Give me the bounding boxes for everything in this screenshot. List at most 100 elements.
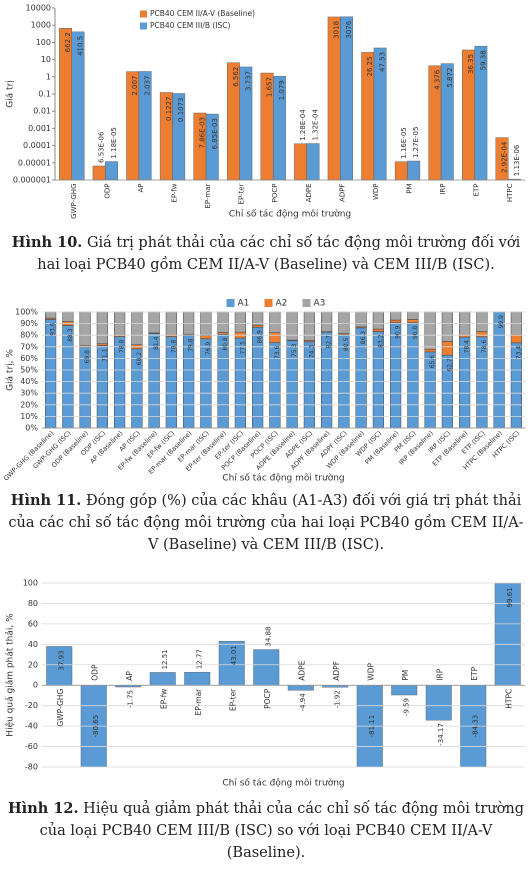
legend-swatch	[302, 299, 311, 307]
bar	[269, 332, 281, 343]
bar	[217, 311, 229, 333]
x-tick-label: ETP	[473, 184, 481, 197]
value-label: 410.5	[76, 36, 84, 56]
value-label: 73.4	[515, 346, 522, 360]
bar	[184, 671, 211, 686]
y-tick-label: 40%	[20, 377, 38, 386]
bar	[252, 311, 264, 326]
bar	[62, 311, 74, 322]
value-label: 1.28E-04	[299, 109, 307, 141]
y-tick-label: 0%	[25, 424, 38, 433]
bar	[355, 311, 367, 328]
y-tick-label: -60	[25, 742, 38, 751]
bar	[218, 641, 245, 686]
legend-label: A2	[276, 299, 288, 309]
y-tick-label: 20%	[20, 400, 38, 409]
bar	[149, 672, 176, 686]
x-tick-label: WDP	[372, 184, 380, 201]
value-label: -1.75	[127, 690, 135, 708]
bar	[294, 143, 307, 181]
value-label: 43.01	[230, 645, 238, 665]
bar	[407, 160, 421, 181]
y-tick-label: 0.0001	[23, 141, 51, 150]
bar	[45, 311, 57, 319]
y-tick-label: 20	[28, 660, 38, 669]
x-tick-label: WDP	[367, 663, 376, 681]
bar	[425, 685, 452, 721]
legend-swatch	[140, 10, 147, 18]
caption: Hình 11. Đóng góp (%) của các khâu (A1-A…	[6, 490, 526, 556]
value-label: 34.88	[265, 627, 273, 647]
bar	[510, 334, 522, 344]
x-axis-title: Chỉ số tác động môi trường	[222, 473, 344, 484]
bar	[253, 649, 280, 686]
value-label: 47.53	[379, 52, 387, 72]
y-tick-label: 80%	[20, 331, 38, 340]
y-tick-label: 50%	[20, 366, 38, 375]
value-label: 4.376	[433, 69, 441, 90]
bar	[394, 161, 408, 181]
bar	[217, 332, 229, 335]
y-tick-label: 10	[41, 55, 51, 64]
x-tick-label: GWP-GHG	[70, 184, 78, 219]
plot-area	[46, 583, 521, 767]
value-label: -81.11	[368, 715, 376, 738]
caption-label: Hình 10.	[11, 234, 83, 251]
value-label: 12.51	[161, 649, 169, 669]
chart: 0% 10% 20% 30% 40% 50% 60% 70% 80% 90% 100% 93.6 88.…	[2, 299, 525, 484]
value-label: 1.27E-05	[412, 127, 420, 158]
bar	[372, 311, 384, 330]
bar	[105, 161, 118, 181]
x-tick-label: GWP-GHG	[56, 689, 65, 727]
bar	[96, 343, 108, 346]
x-tick-label: ADPF	[338, 184, 346, 202]
y-tick-label: 90%	[20, 319, 38, 328]
value-label: 78.4	[464, 340, 471, 354]
bar	[46, 646, 73, 686]
value-label: 1.13E-06	[513, 144, 521, 176]
bar	[327, 16, 341, 181]
y-tick-label: 60	[28, 619, 38, 628]
value-label: 62.7	[446, 358, 453, 372]
value-label: 86.9	[257, 330, 264, 344]
value-label: 0.1073	[177, 97, 185, 122]
bar	[390, 311, 402, 321]
bar	[407, 319, 419, 323]
legend-swatch	[140, 22, 147, 30]
bar	[183, 311, 195, 335]
y-tick-label: 0.000001	[13, 176, 51, 185]
bar	[131, 311, 143, 345]
y-tick-label: 100	[23, 579, 38, 588]
value-label: 3.737	[244, 71, 252, 91]
bar	[494, 583, 521, 686]
caption: Hình 12. Hiệu quả giảm phát thải của các…	[6, 798, 526, 864]
y-tick-label: -20	[25, 701, 38, 710]
x-tick-label: ADPF	[332, 661, 341, 681]
value-label: 2.037	[144, 75, 152, 95]
value-label: 80.5	[343, 337, 350, 351]
y-axis-title: Giá trị, %	[6, 349, 16, 391]
y-tick-label: 100%	[15, 308, 38, 317]
value-label: -84.33	[472, 715, 480, 738]
bar	[269, 311, 281, 333]
caption-text: Đóng góp (%) của các khâu (A1-A3) đối vớ…	[8, 493, 524, 553]
bar	[424, 311, 436, 350]
bar	[96, 311, 108, 345]
y-tick-label: 0.01	[33, 107, 51, 116]
x-tick-label: EP-fw	[171, 183, 179, 202]
value-label: 12.77	[196, 649, 204, 669]
x-tick-label: HTPC	[505, 689, 514, 709]
bar	[286, 311, 298, 341]
x-tick-label: POCP	[271, 184, 279, 203]
x-tick-label: IRP	[439, 184, 447, 195]
bar	[424, 348, 436, 353]
value-label: 90.8	[412, 325, 419, 339]
y-axis-title: Giá trị	[6, 80, 16, 108]
bar	[321, 311, 333, 332]
value-label: 79.8	[188, 338, 195, 352]
x-axis-title: Chỉ số tác động môi trường	[229, 209, 351, 220]
legend-label: PCB40 CEM III/B (ISC)	[150, 21, 230, 30]
y-tick-label: 10000	[26, 4, 51, 13]
value-label: 5.872	[446, 68, 454, 88]
